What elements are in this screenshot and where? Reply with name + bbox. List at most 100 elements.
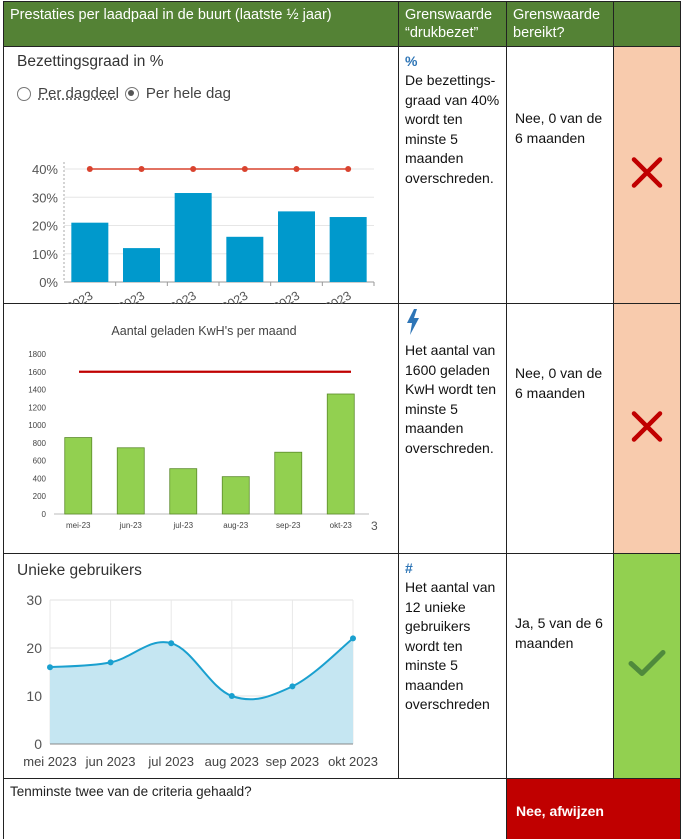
row-kwh: Aantal geladen KwH's per maand 0 200 400 600… — [3, 303, 681, 554]
lightning-bolt-icon — [405, 309, 500, 341]
y-tick-label: 1800 — [28, 350, 46, 359]
x-tick-label: jul 2023 — [147, 754, 194, 769]
y-tick-label: 0 — [42, 510, 47, 519]
threshold-point — [86, 166, 93, 172]
percent-icon: % — [405, 53, 418, 69]
radio-per-hele-dag[interactable] — [124, 86, 139, 101]
kwh-bar-chart: Aantal geladen KwH's per maand 0 200 400 600… — [28, 324, 378, 533]
y-tick-label: 800 — [33, 439, 47, 448]
y-tick-label: 30% — [32, 190, 58, 205]
occupancy-reached: Nee, 0 van de 6 maanden — [506, 46, 614, 304]
y-tick-label: 200 — [33, 492, 47, 501]
kwh-bar — [274, 451, 303, 515]
kwh-criterion-text: Het aantal van 1600 geladen KwH wordt te… — [405, 342, 497, 456]
x-tick-label: aug 2023 — [205, 754, 259, 769]
radio-per-hele-dag-label[interactable]: Per hele dag — [145, 85, 231, 102]
header-performance: Prestaties per laadpaal in de buurt (laa… — [3, 1, 399, 47]
threshold-point — [138, 166, 145, 172]
x-tick-label: jun-23 — [119, 521, 143, 530]
occupancy-status — [613, 46, 681, 304]
x-tick-label: okt 2023 — [328, 754, 378, 769]
y-tick-label: 20 — [26, 640, 42, 656]
check-icon — [614, 649, 680, 684]
users-criterion: # Het aantal van 12 unieke gebruikers wo… — [398, 553, 507, 779]
kwh-bar — [64, 437, 93, 515]
x-tick-label: jun 2023 — [98, 288, 147, 304]
y-tick-label: 1600 — [28, 368, 46, 377]
x-tick-label: mei 2023 — [23, 754, 76, 769]
x-tick-label: okt 2023 — [305, 288, 354, 304]
header-row: Prestaties per laadpaal in de buurt (laa… — [3, 1, 681, 47]
users-criterion-text: Het aantal van 12 unieke gebruikers word… — [405, 579, 496, 712]
header-reached: Grenswaarde bereikt? — [506, 1, 614, 47]
users-reached: Ja, 5 van de 6 maanden — [506, 553, 614, 779]
kwh-reached: Nee, 0 van de 6 maanden — [506, 303, 614, 554]
performance-table: Prestaties per laadpaal in de buurt (laa… — [3, 1, 681, 839]
kwh-chart-cell: Aantal geladen KwH's per maand 0 200 400 600… — [3, 303, 399, 554]
verdict-badge: Nee, afwijzen — [506, 778, 681, 839]
row-users: Unieke gebruikers 0 10 20 30 mei 2023 jun 202… — [3, 553, 681, 779]
header-status — [613, 1, 681, 47]
x-tick-label: sep-23 — [276, 521, 301, 530]
header-threshold: Grenswaarde “drukbezet” — [398, 1, 507, 47]
x-tick-label: jun 2023 — [85, 754, 136, 769]
users-point — [289, 683, 296, 690]
kwh-chart-title: Aantal geladen KwH's per maand — [111, 324, 296, 338]
x-tick-label: okt-23 — [330, 521, 353, 530]
kwh-bar — [169, 468, 198, 515]
occupancy-bar — [226, 236, 264, 282]
occupancy-chart-title: Bezettingsgraad in % — [17, 53, 164, 70]
y-tick-label: 40% — [32, 162, 58, 177]
y-tick-label: 600 — [33, 457, 47, 466]
users-chart-cell: Unieke gebruikers 0 10 20 30 mei 2023 jun 202… — [3, 553, 399, 779]
y-tick-label: 0 — [34, 736, 42, 752]
kwh-bar — [221, 476, 250, 515]
y-tick-label: 400 — [33, 474, 47, 483]
users-point — [350, 635, 356, 642]
users-point — [47, 664, 53, 671]
kwh-status — [613, 303, 681, 554]
occupancy-criterion-text: De bezettings-graad van 40% wordt ten mi… — [405, 72, 500, 186]
y-tick-label: 20% — [32, 219, 58, 234]
users-point — [107, 659, 114, 666]
x-tick-label: jul 2023 — [153, 288, 199, 304]
y-tick-label: 1200 — [28, 403, 46, 412]
radio-per-dagdeel[interactable] — [17, 86, 31, 101]
occupancy-bar — [123, 248, 160, 282]
occupancy-bar — [71, 222, 109, 282]
y-tick-label: 1400 — [28, 386, 46, 395]
users-point — [228, 693, 235, 699]
y-tick-label: 10% — [32, 247, 58, 262]
kwh-bar — [326, 393, 355, 515]
users-chart-title: Unieke gebruikers — [17, 562, 142, 579]
y-tick-label: 0% — [39, 275, 58, 290]
x-tick-label: sep 2023 — [250, 288, 302, 304]
users-area-fill — [50, 638, 353, 744]
occupancy-criterion: % De bezettings-graad van 40% wordt ten … — [398, 46, 507, 304]
radio-per-dagdeel-label[interactable]: Per dagdeel — [38, 85, 119, 102]
users-status — [613, 553, 681, 779]
occupancy-chart-cell: Bezettingsgraad in % Per dagdeel Per hel… — [3, 46, 399, 304]
threshold-point — [293, 166, 300, 172]
threshold-point — [345, 166, 352, 172]
occupancy-bar — [174, 193, 212, 282]
x-tick-label: mei 2023 — [44, 288, 96, 304]
y-tick-label: 1000 — [28, 421, 46, 430]
occupancy-bar — [329, 217, 367, 282]
stray-label: 3 — [371, 519, 378, 533]
threshold-point — [190, 166, 197, 172]
occupancy-bar — [278, 211, 315, 282]
x-tick-label: sep 2023 — [266, 754, 320, 769]
hash-icon: # — [405, 560, 413, 576]
cross-icon — [614, 409, 680, 448]
kwh-criterion: Het aantal van 1600 geladen KwH wordt te… — [398, 303, 507, 554]
footer-row: Tenminste twee van de criteria gehaald? … — [3, 778, 681, 839]
kwh-bar — [116, 447, 145, 515]
users-area-chart: 0 10 20 30 mei 2023 jun 2023 jul 2023 aug 2023 s… — [23, 592, 378, 769]
x-tick-label: mei-23 — [66, 521, 91, 530]
y-tick-label: 30 — [26, 592, 42, 608]
y-tick-label: 10 — [26, 688, 42, 704]
x-tick-label: aug 2023 — [198, 288, 250, 304]
x-tick-label: aug-23 — [223, 521, 248, 530]
